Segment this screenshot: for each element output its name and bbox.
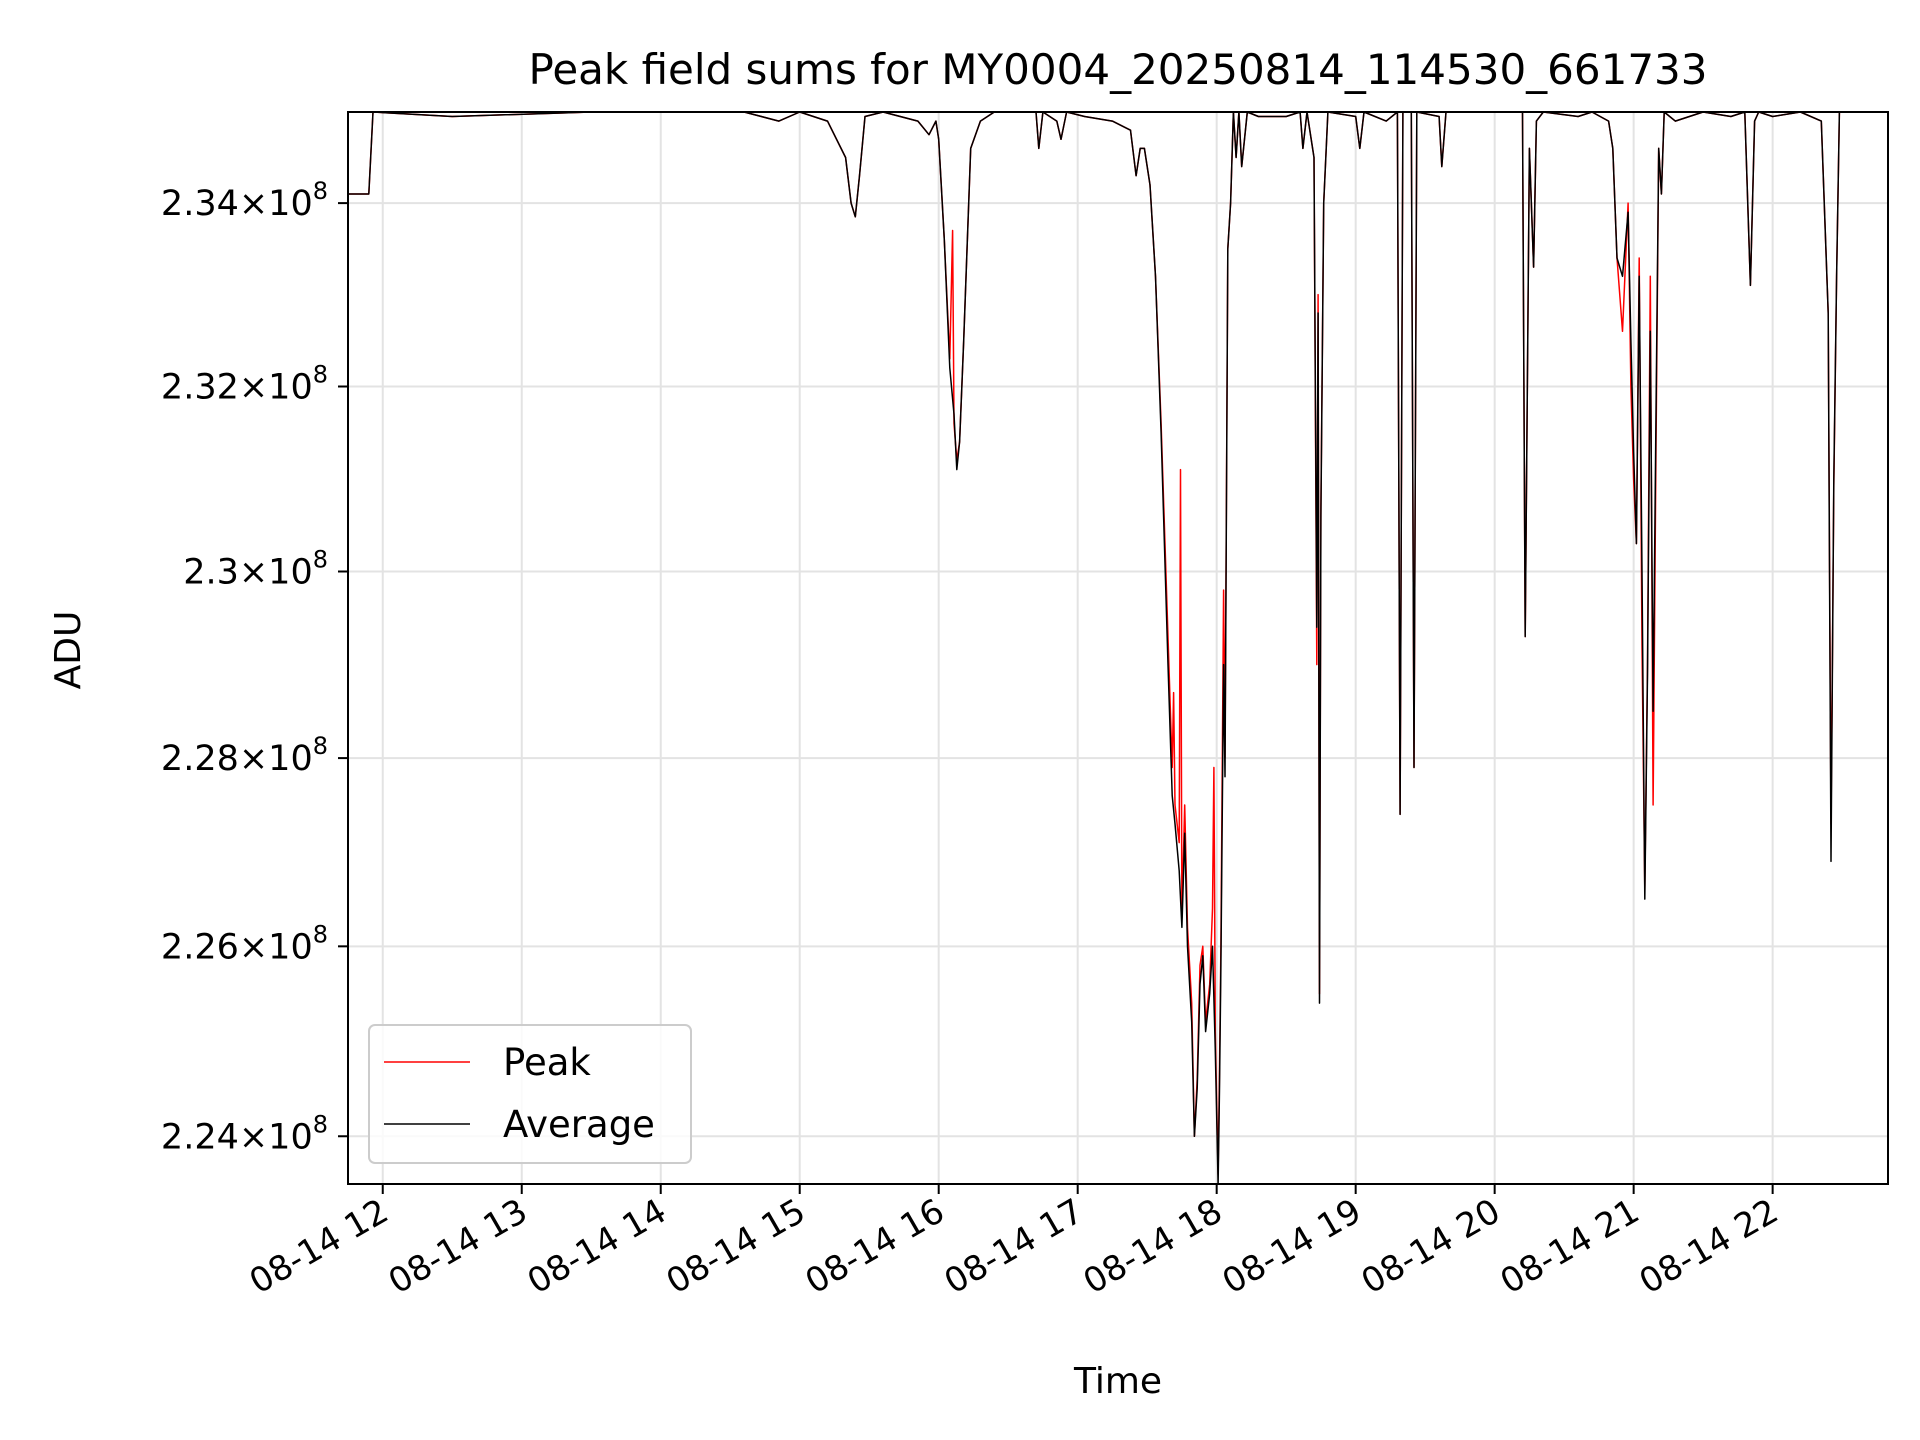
legend-label-peak: Peak: [503, 1041, 591, 1084]
x-axis-label: Time: [1073, 1361, 1162, 1402]
y-tick-label: 2.28×108: [161, 732, 328, 779]
y-tick: 2.28×108: [161, 732, 348, 779]
y-tick: 2.3×108: [183, 545, 348, 592]
y-tick-label: 2.34×108: [161, 177, 328, 224]
y-tick-label: 2.32×108: [161, 361, 328, 408]
y-tick: 2.34×108: [161, 177, 348, 224]
legend: Peak Average: [368, 1024, 692, 1164]
y-tick: 2.26×108: [161, 920, 348, 967]
y-tick-label: 2.3×108: [183, 545, 328, 592]
y-axis-label: ADU: [48, 611, 89, 690]
series-line-average: [348, 111, 1888, 1185]
y-tick-label: 2.24×108: [161, 1110, 328, 1157]
series-layer: [348, 111, 1888, 1185]
y-tick: 2.32×108: [161, 361, 348, 408]
grid: [348, 112, 1888, 1184]
legend-box: [368, 1024, 692, 1164]
plot-frame: [347, 111, 1889, 1185]
y-axis-ticks: 2.24×108 2.26×108 2.28×108 2.3×108 2.32×108 2…: [161, 177, 348, 1157]
y-tick: 2.24×108: [161, 1110, 348, 1157]
y-tick-label: 2.26×108: [161, 920, 328, 967]
chart-title: Peak field sums for MY0004_20250814_1145…: [528, 45, 1707, 94]
legend-label-average: Average: [503, 1103, 655, 1146]
